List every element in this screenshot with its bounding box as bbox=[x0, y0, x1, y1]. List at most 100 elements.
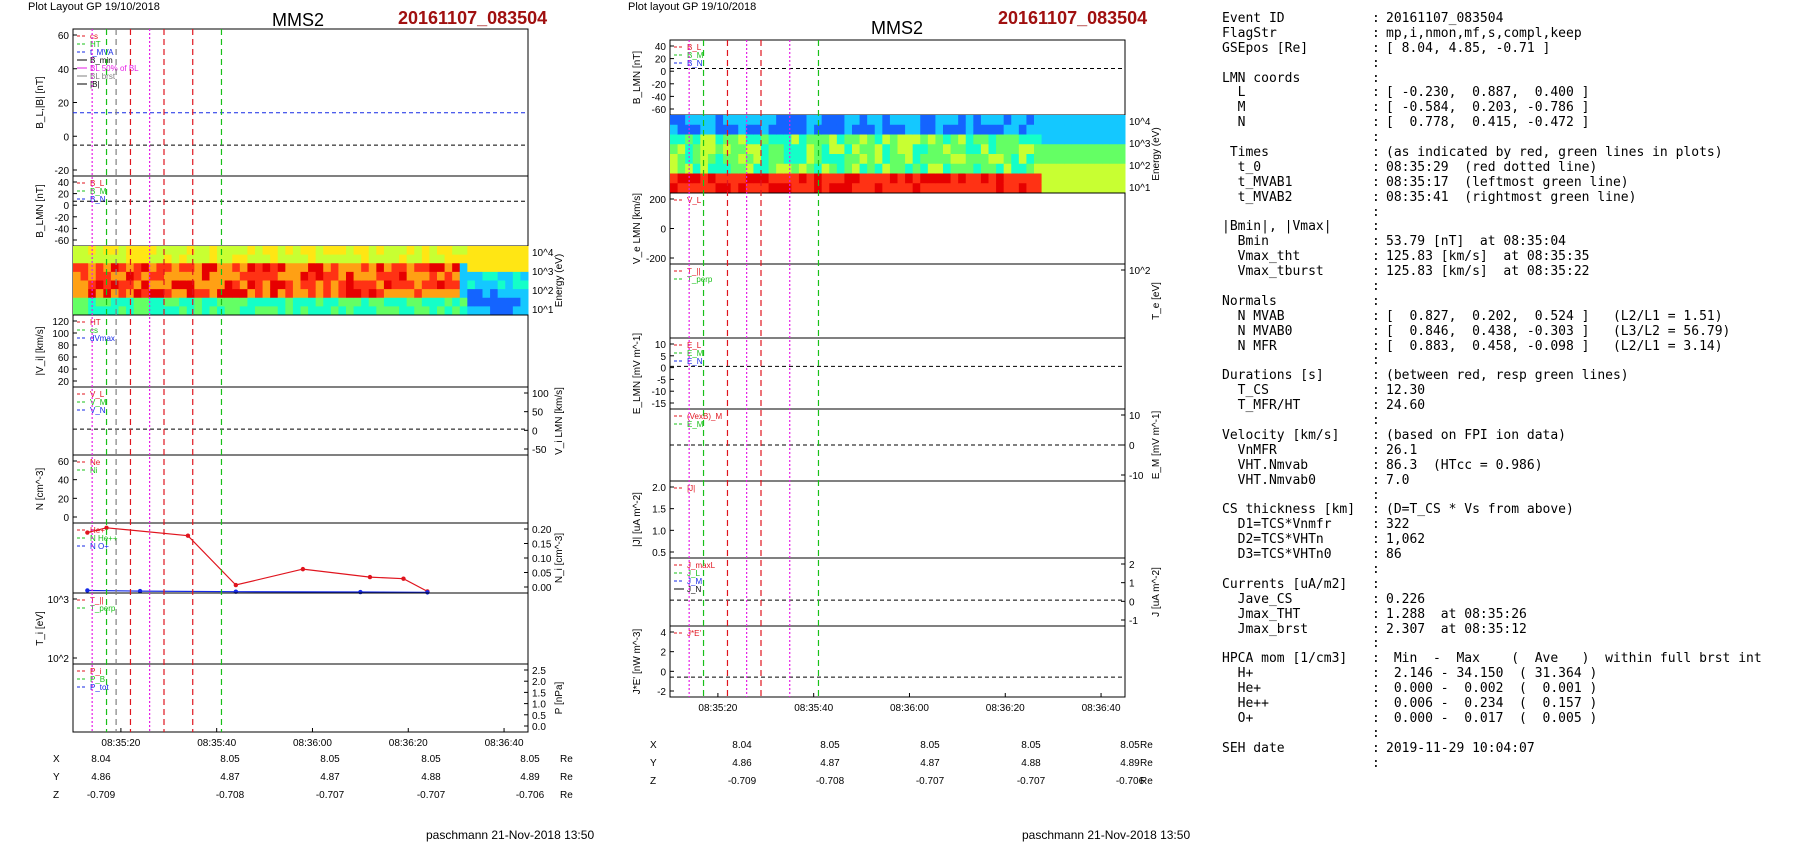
spectrogram-cell bbox=[262, 306, 271, 316]
spectrogram-cell bbox=[414, 263, 423, 273]
spectrogram-cell bbox=[1117, 124, 1126, 135]
spectrogram-cell bbox=[1011, 134, 1020, 145]
info-key: L bbox=[1222, 85, 1246, 101]
spectrogram-cell bbox=[277, 254, 286, 264]
spectrogram-cell bbox=[980, 115, 989, 126]
spectrogram-cell bbox=[730, 115, 739, 126]
spectrogram-cell bbox=[497, 297, 506, 307]
spectrogram-cell bbox=[852, 154, 861, 165]
spectrogram-cell bbox=[421, 271, 430, 281]
spectrogram-cell bbox=[996, 144, 1005, 155]
spectrogram-cell bbox=[239, 254, 248, 264]
spectrogram-cell bbox=[73, 246, 82, 256]
spectrogram-cell bbox=[973, 173, 982, 184]
spectrogram-cell bbox=[73, 297, 82, 307]
spectrogram-cell bbox=[277, 297, 286, 307]
spectrogram-cell bbox=[209, 289, 218, 299]
spectrogram-cell bbox=[768, 134, 777, 145]
spectrogram-cell bbox=[118, 306, 127, 316]
info-value: 2.146 - 34.150 ( 31.364 ) bbox=[1386, 666, 1598, 682]
spectrogram-cell bbox=[512, 263, 521, 273]
spectrogram-cell bbox=[490, 271, 499, 281]
spectrogram-cell bbox=[707, 144, 716, 155]
info-line: He+: 0.000 - 0.002 ( 0.001 ) bbox=[1222, 681, 1802, 697]
spectrogram-cell bbox=[323, 246, 332, 256]
spectrogram-cell bbox=[965, 144, 974, 155]
spectrogram-cell bbox=[670, 163, 679, 174]
spectrogram-cell bbox=[791, 134, 800, 145]
spectrogram-cell bbox=[973, 134, 982, 145]
spectrogram-cell bbox=[1087, 134, 1096, 145]
spectrogram-cell bbox=[889, 115, 898, 126]
spectrogram-cell bbox=[338, 254, 347, 264]
spectrogram-cell bbox=[738, 134, 747, 145]
spectrogram-cell bbox=[346, 254, 355, 264]
spectrogram-cell bbox=[988, 134, 997, 145]
spectrogram-cell bbox=[867, 173, 876, 184]
y-tick-label: 0.00 bbox=[532, 583, 552, 594]
spectrogram-cell bbox=[821, 183, 830, 194]
spectrogram-cell bbox=[897, 163, 906, 174]
spectrogram-cell bbox=[512, 280, 521, 290]
spectrogram-cell bbox=[346, 271, 355, 281]
spectrogram-cell bbox=[867, 115, 876, 126]
spectrogram-cell bbox=[912, 163, 921, 174]
spectrogram-cell bbox=[368, 254, 377, 264]
spectrogram-cell bbox=[262, 280, 271, 290]
spectrogram-cell bbox=[761, 183, 770, 194]
info-line: Currents [uA/m2]: bbox=[1222, 577, 1802, 593]
spectrogram-cell bbox=[186, 297, 195, 307]
spectrogram-cell bbox=[905, 154, 914, 165]
y-axis-label: E_LMN [mV m^-1] bbox=[632, 333, 643, 415]
spectrogram-cell bbox=[346, 297, 355, 307]
spectrogram-cell bbox=[776, 154, 785, 165]
spectrogram-cell bbox=[1041, 124, 1050, 135]
spectrogram-cell bbox=[1087, 183, 1096, 194]
data-point bbox=[85, 588, 90, 593]
spectrogram-cell bbox=[1056, 115, 1065, 126]
spectrogram-cell bbox=[437, 271, 446, 281]
spectrogram-cell bbox=[361, 271, 370, 281]
y-tick-label: 0.10 bbox=[532, 554, 552, 565]
info-line: L: [ -0.230, 0.887, 0.400 ] bbox=[1222, 86, 1802, 101]
spectrogram-cell bbox=[753, 173, 762, 184]
spectrogram-cell bbox=[1026, 163, 1035, 174]
spectrogram-cell bbox=[927, 154, 936, 165]
spectrogram-cell bbox=[882, 183, 891, 194]
spectrogram-cell bbox=[505, 263, 514, 273]
spectrogram-cell bbox=[965, 115, 974, 126]
info-value: 322 bbox=[1386, 517, 1410, 533]
y-axis-label: E_M [mV m^-1] bbox=[1151, 410, 1162, 479]
spectrogram-cell bbox=[209, 297, 218, 307]
spectrogram-cell bbox=[308, 289, 317, 299]
info-colon: : bbox=[1372, 145, 1380, 161]
spectrogram-cell bbox=[867, 154, 876, 165]
spectrogram-cell bbox=[738, 173, 747, 184]
spectrogram-cell bbox=[1003, 134, 1012, 145]
spectrogram-cell bbox=[164, 289, 173, 299]
spectrogram-cell bbox=[95, 254, 104, 264]
spectrogram-cell bbox=[738, 115, 747, 126]
spectrogram-cell bbox=[300, 297, 309, 307]
panel-frame bbox=[72, 522, 529, 594]
info-colon: : bbox=[1372, 740, 1380, 756]
spectrogram-cell bbox=[761, 134, 770, 145]
spectrogram-cell bbox=[988, 154, 997, 165]
spectrogram-cell bbox=[323, 263, 332, 273]
panel-frame bbox=[72, 386, 529, 456]
spectrogram-cell bbox=[996, 115, 1005, 126]
spectrogram-cell bbox=[133, 246, 142, 256]
legend-label: B_M bbox=[90, 187, 107, 196]
y-tick-label: -40 bbox=[652, 92, 667, 103]
spectrogram-cell bbox=[844, 124, 853, 135]
spectrogram-cell bbox=[889, 134, 898, 145]
spectrogram-cell bbox=[1026, 183, 1035, 194]
spectrogram-cell bbox=[874, 183, 883, 194]
spectrogram-cell bbox=[1079, 144, 1088, 155]
spectrogram-cell bbox=[209, 306, 218, 316]
position-value: 4.88 bbox=[421, 772, 441, 783]
y-axis-label: P [nPa] bbox=[554, 681, 565, 714]
legend-label: |J| bbox=[687, 484, 695, 493]
info-colon: : bbox=[1372, 219, 1380, 235]
spectrogram-cell bbox=[996, 124, 1005, 135]
